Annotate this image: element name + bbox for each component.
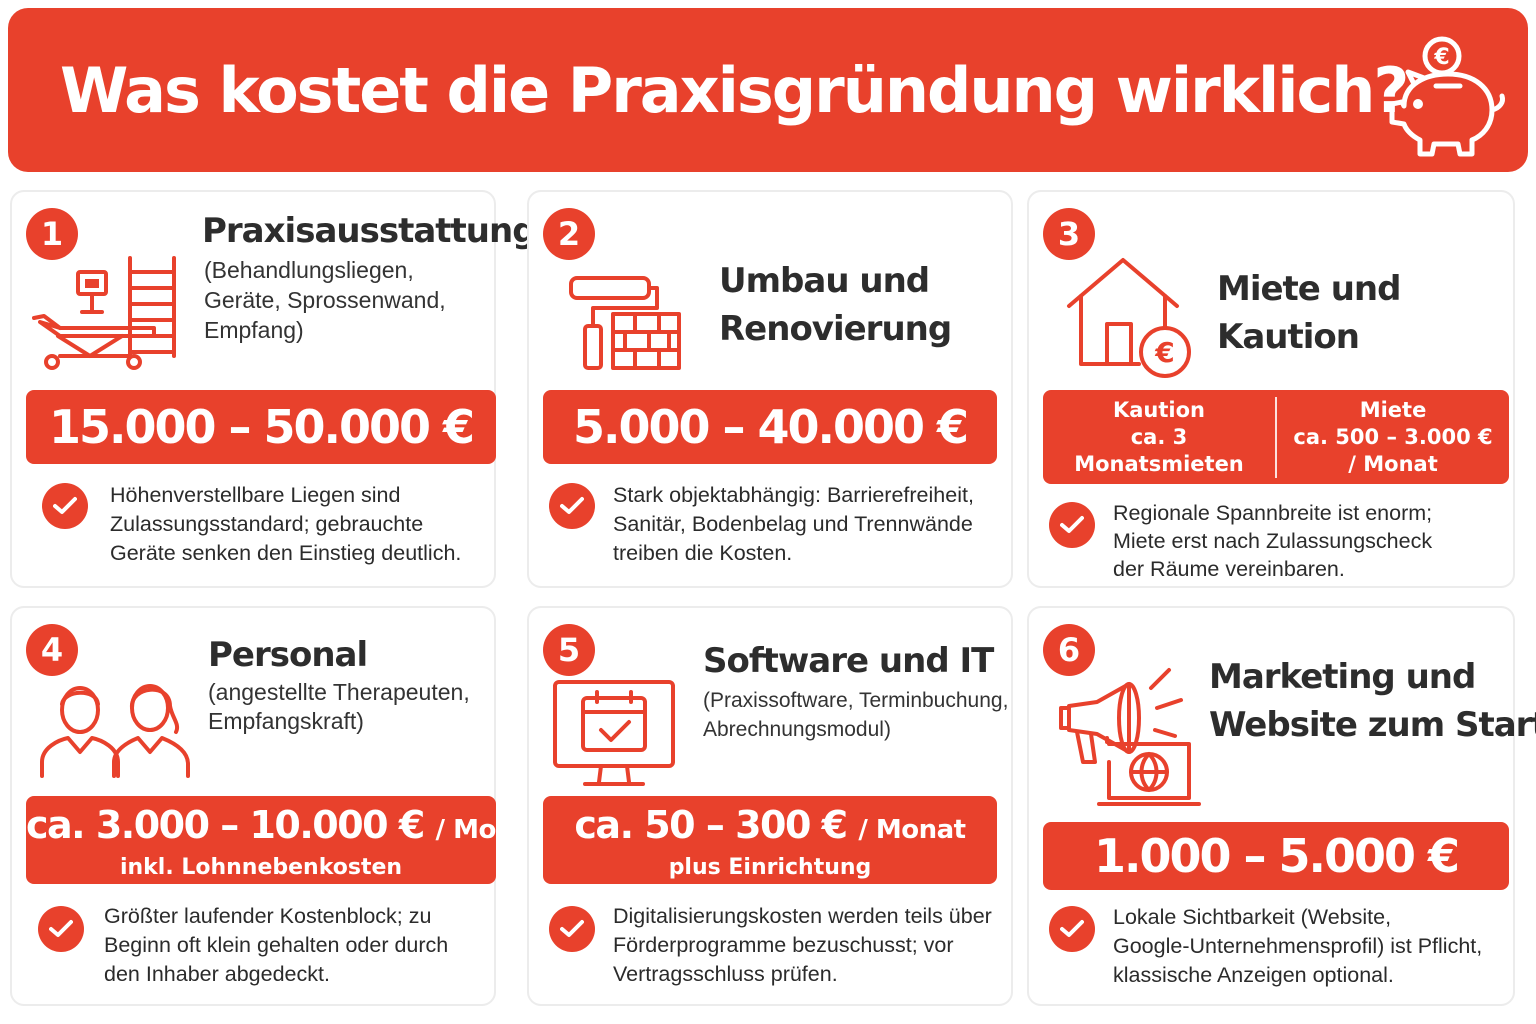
price-range: 1.000 – 5.000 €: [1093, 829, 1460, 883]
paint-roller-and-bricks-icon: [569, 276, 681, 370]
note-line: Höhenverstellbare Liegen sind: [110, 483, 401, 507]
price-note: inkl. Lohnnebenkosten: [119, 855, 403, 880]
step-number-badge: 1: [26, 208, 78, 260]
monitor-calendar-icon: [553, 680, 675, 786]
note-line: Digitalisierungskosten werden teils über: [613, 904, 992, 928]
check-icon: [549, 906, 595, 952]
step-number-badge: 6: [1043, 624, 1095, 676]
price-bar: 15.000 – 50.000 €: [26, 390, 496, 464]
step-number-badge: 4: [26, 624, 78, 676]
card-software-it: 5 Software und IT (Praxissoftware, Termi…: [527, 606, 1013, 1006]
rent-block: Miete ca. 500 – 3.000 € / Monat: [1277, 397, 1509, 478]
note-line: Förderprogramme bezuschusst; vor: [613, 933, 954, 957]
card-umbau-renovierung: 2 Umbau und Renovierung 5.000 – 40.000 €…: [527, 190, 1013, 588]
price-bar: ca. 50 – 300 € / Monat plus Einrichtung: [543, 796, 997, 884]
note-line: Stark objektabhängig: Barrierefreiheit,: [613, 483, 974, 507]
check-icon: [1049, 906, 1095, 952]
card-title: Praxisausstattung: [202, 211, 537, 251]
price-bar: 1.000 – 5.000 €: [1043, 822, 1509, 890]
price-bar-split: Kaution ca. 3 Monatsmieten Miete ca. 500…: [1043, 390, 1509, 484]
card-title-line: Website zum Start: [1209, 705, 1536, 745]
note-line: Lokale Sichtbarkeit (Website,: [1113, 905, 1392, 929]
svg-text:€: €: [1433, 45, 1449, 70]
note-line: Regionale Spannbreite ist enorm;: [1113, 501, 1433, 525]
card-subtitle-line: (Behandlungsliegen,: [204, 257, 414, 283]
card-subtitle-line: Abrechnungsmodul): [703, 718, 891, 741]
step-number-badge: 2: [543, 208, 595, 260]
card-title-line: Marketing und: [1209, 657, 1476, 697]
note-line: der Räume vereinbaren.: [1113, 557, 1345, 581]
price-unit: / Monat: [858, 815, 966, 845]
price-bar: ca. 3.000 – 10.000 € / Monat inkl. Lohnn…: [26, 796, 543, 884]
card-subtitle-line: (angestellte Therapeuten,: [208, 679, 470, 705]
page-title: Was kostet die Praxisgründung wirklich?: [60, 54, 1409, 127]
header-banner: Was kostet die Praxisgründung wirklich? …: [8, 8, 1528, 172]
rent-period: / Monat: [1348, 451, 1438, 476]
note-line: Geräte senken den Einstieg deutlich.: [110, 541, 462, 565]
note-line: den Inhaber abgedeckt.: [104, 962, 330, 986]
price-range: ca. 50 – 300 € / Monat: [543, 796, 997, 855]
card-title-line: Renovierung: [719, 309, 952, 349]
check-icon: [549, 483, 595, 529]
piggy-bank-euro-icon: €: [1389, 36, 1505, 157]
card-title: Software und IT: [703, 641, 994, 681]
note-line: Zulassungsstandard; gebrauchte: [110, 512, 424, 536]
card-personal: 4 Personal (angestellte Therapeuten, Emp…: [10, 606, 543, 1006]
check-icon: [1049, 502, 1095, 548]
card-title-line: Umbau und: [719, 261, 930, 301]
deposit-value: ca. 3 Monatsmieten: [1074, 424, 1244, 476]
card-subtitle-line: Geräte, Sprossenwand,: [204, 287, 446, 313]
note-line: klassische Anzeigen optional.: [1113, 963, 1394, 987]
card-title-line: Kaution: [1217, 317, 1360, 357]
card-praxisausstattung: 1 Praxisausstattung (Behandlungsliegen, …: [10, 190, 537, 588]
note-line: Sanitär, Bodenbelag und Trennwände: [613, 512, 973, 536]
card-title-line: Miete und: [1217, 269, 1401, 309]
card-title: Personal: [208, 635, 368, 675]
rent-value: ca. 500 – 3.000 €: [1293, 424, 1493, 449]
card-miete-kaution: 3 € Miete und Kaution Kaution ca. 3 Mona…: [1027, 190, 1515, 588]
note-line: Google-Unternehmensprofil) ist Pflicht,: [1113, 934, 1483, 958]
check-icon: [42, 483, 88, 529]
price-range: 5.000 – 40.000 €: [572, 400, 969, 454]
note-line: Größter laufender Kostenblock; zu: [104, 904, 432, 928]
price-value: ca. 3.000 – 10.000 €: [26, 803, 425, 847]
treatment-bed-and-equipment-icon: [32, 256, 176, 370]
note-line: Beginn oft klein gehalten oder durch: [104, 933, 449, 957]
price-bar: 5.000 – 40.000 €: [543, 390, 997, 464]
deposit-block: Kaution ca. 3 Monatsmieten: [1043, 396, 1277, 478]
house-with-euro-icon: €: [1067, 258, 1191, 378]
card-subtitle-line: (Praxissoftware, Terminbuchung,: [703, 689, 1009, 712]
card-subtitle-line: Empfang): [204, 317, 304, 343]
price-range: ca. 3.000 – 10.000 € / Monat: [26, 796, 543, 855]
price-range: 15.000 – 50.000 €: [48, 400, 475, 454]
check-icon: [38, 906, 84, 952]
step-number-badge: 3: [1043, 208, 1095, 260]
rent-label: Miete: [1359, 397, 1427, 422]
card-marketing-website: 6 Marketing und Website zum Start 1.000 …: [1027, 606, 1536, 1006]
svg-text:€: €: [1154, 336, 1174, 369]
note-line: Miete erst nach Zulassungscheck: [1113, 529, 1433, 553]
note-line: Vertragsschluss prüfen.: [613, 962, 838, 986]
note-line: treiben die Kosten.: [613, 541, 793, 565]
price-unit: / Monat: [435, 815, 544, 845]
megaphone-laptop-globe-icon: [1059, 668, 1201, 806]
deposit-label: Kaution: [1112, 397, 1205, 422]
price-note: plus Einrichtung: [668, 855, 872, 880]
price-value: ca. 50 – 300 €: [574, 803, 848, 847]
step-number-badge: 5: [543, 624, 595, 676]
staff-people-icon: [40, 684, 190, 778]
card-subtitle-line: Empfangskraft): [208, 708, 364, 734]
